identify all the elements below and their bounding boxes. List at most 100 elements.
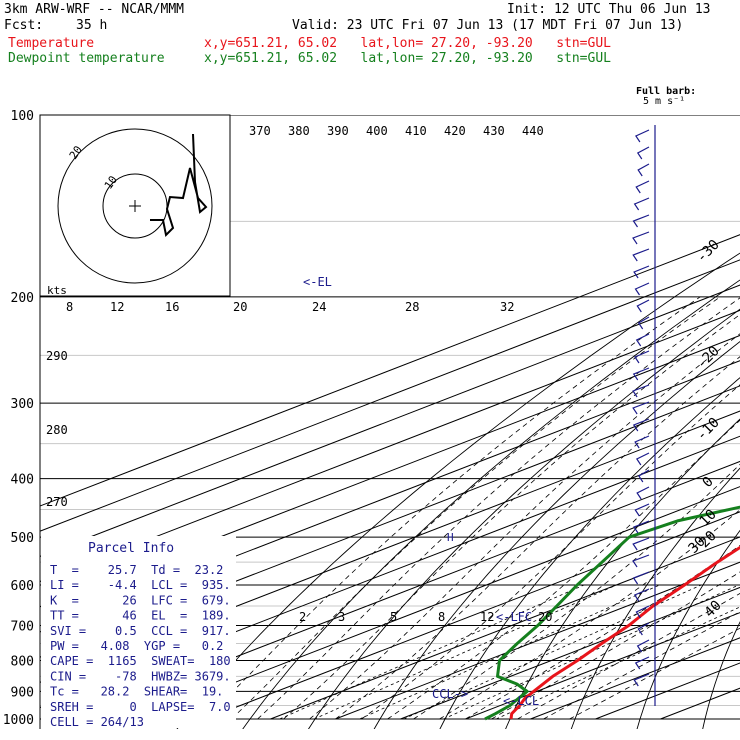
pressure-label-900: 900 (11, 685, 34, 700)
mixing-ratio-8 (403, 584, 702, 720)
temperature-legend: Temperature (8, 36, 95, 51)
isotherm-label--30: -30 (694, 237, 723, 266)
theta-label-290: 290 (46, 349, 68, 363)
isotherm--130 (40, 234, 740, 507)
mixing-ratio-label-12: 12 (480, 610, 494, 624)
mixing-ratio-label-5: 5 (390, 610, 397, 624)
isotherm-10 (400, 586, 740, 720)
parcel-info-row: K = 26 LFC = 679. (50, 593, 231, 607)
hodograph-ring-label-20: 20 (67, 143, 85, 161)
parcel-info-row: CIN = -78 HWBZ= 3679. (50, 669, 231, 683)
parcel-marker-ccl: CCL-> (432, 687, 468, 701)
hodograph-axis-label-24: 24 (312, 300, 326, 314)
dry-adiabat-320 (636, 529, 740, 729)
parcel-info-box (41, 536, 236, 728)
barb-legend-value: 5 m s⁻¹ (643, 96, 685, 107)
mixing-ratio-label-8: 8 (438, 610, 445, 624)
dry-adiabat-260 (242, 279, 740, 729)
wind-barb (638, 469, 650, 483)
wind-barb (635, 180, 650, 194)
parcel-info-row: TT = 46 EL = 189. (50, 609, 231, 623)
mixing-ratio-label-2: 2 (299, 610, 306, 624)
wind-barb (632, 554, 650, 568)
wind-barb (632, 214, 650, 228)
isotherm--100 (40, 309, 740, 583)
isotherm--30 (140, 486, 740, 720)
pressure-label-200: 200 (11, 291, 34, 306)
isotherm--120 (40, 259, 740, 532)
theta-e-label-410: 410 (405, 124, 427, 138)
theta-e-label-430: 430 (483, 124, 505, 138)
dry-adiabat-290 (439, 377, 740, 729)
theta-e-label-390: 390 (327, 124, 349, 138)
wind-barb (632, 231, 650, 245)
pressure-label-1000: 1000 (3, 713, 34, 728)
dewpoint-location: x,y=651.21, 65.02 lat,lon= 27.20, -93.20… (204, 51, 611, 66)
wind-barb (632, 367, 650, 381)
moist-adiabat--16 (231, 296, 721, 720)
wind-barb (635, 333, 650, 347)
valid-time: Valid: 23 UTC Fri 07 Jun 13 (17 MDT Fri … (292, 18, 684, 33)
hodograph-axis-label-28: 28 (405, 300, 419, 314)
moist-adiabat-12 (413, 463, 740, 720)
theta-e-label-440: 440 (522, 124, 544, 138)
hodograph-unit-label: kts (47, 284, 67, 297)
forecast-label: Fcst: (4, 18, 44, 33)
hodograph-ring-20 (57, 128, 213, 284)
temperature-profile (509, 545, 740, 720)
moist-adiabat-16 (439, 509, 740, 720)
wet-bulb-zero-marker: H (447, 531, 454, 544)
mixing-ratio-20 (496, 606, 740, 720)
isotherm-0 (335, 561, 740, 720)
mixing-ratio-3 (313, 584, 617, 720)
mixing-ratio-12 (443, 584, 739, 720)
parcel-marker-el: <-EL (303, 275, 332, 289)
wind-barb (633, 588, 650, 602)
init-time: Init: 12 UTC Thu 06 Jun 13 (507, 2, 711, 17)
wind-barb (637, 622, 650, 636)
wind-barb (634, 350, 650, 364)
wind-barb (635, 605, 650, 619)
isotherm--20 (205, 511, 740, 720)
pressure-label-800: 800 (11, 654, 34, 669)
hodograph-axis-label-32: 32 (500, 300, 514, 314)
moist-adiabat--12 (257, 297, 740, 720)
dry-adiabat-280 (373, 340, 740, 729)
isotherm-40 (595, 662, 740, 720)
parcel-info-row: PW = 4.08 YGP = 0.2 (50, 639, 223, 653)
parcel-info-row: CAPE = 1165 SWEAT= 180 (50, 654, 231, 668)
isotherm-label--20: -20 (694, 343, 723, 372)
moist-adiabat--8 (283, 314, 740, 720)
wind-barb (632, 537, 650, 551)
wind-barb (633, 197, 650, 211)
wind-barb (636, 299, 650, 313)
wind-barb (637, 316, 650, 330)
parcel-marker-lcl: <-LCL (503, 694, 539, 708)
pressure-label-300: 300 (11, 397, 34, 412)
dry-adiabat-270 (307, 308, 740, 729)
theta-label-280: 280 (46, 423, 68, 437)
moist-adiabat--20 (205, 296, 701, 720)
isotherm--50 (40, 435, 740, 709)
wind-barb (633, 520, 650, 534)
moist-adiabat-24 (491, 571, 740, 720)
isotherm--10 (270, 536, 740, 720)
pressure-label-500: 500 (11, 531, 34, 546)
isotherm--40 (75, 460, 740, 720)
mixing-ratio-2 (279, 584, 585, 720)
pressure-label-600: 600 (11, 579, 34, 594)
theta-e-label-400: 400 (366, 124, 388, 138)
wind-barb (637, 163, 650, 177)
parcel-info-row: Tc = 28.2 SHEAR= 19. (50, 685, 223, 699)
model-title: 3km ARW-WRF -- NCAR/MMM (4, 2, 185, 17)
wind-barb (633, 673, 650, 687)
moist-adiabat-4 (361, 384, 740, 720)
moist-adiabat-20 (465, 544, 740, 720)
barb-legend-title: Full barb: (636, 86, 696, 97)
wind-barb (632, 248, 650, 262)
parcel-info-row: CELL = 264/13 (50, 715, 144, 729)
wind-barb (634, 656, 650, 670)
theta-e-label-370: 370 (249, 124, 271, 138)
mixing-ratio-label-20: 20 (538, 610, 552, 624)
